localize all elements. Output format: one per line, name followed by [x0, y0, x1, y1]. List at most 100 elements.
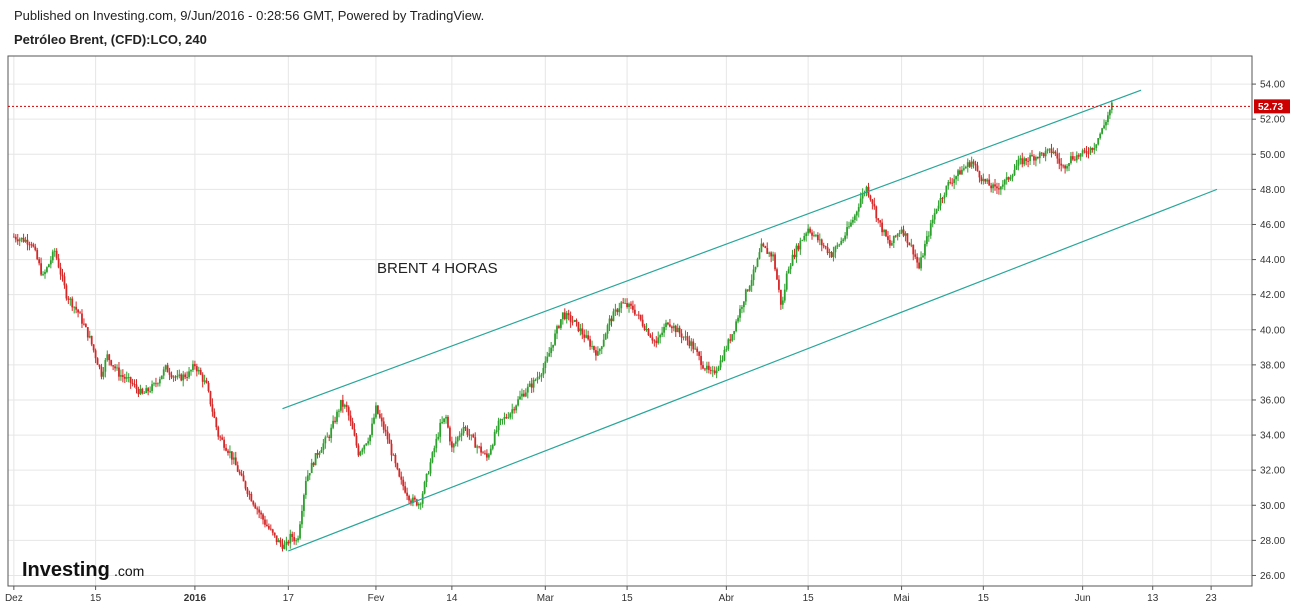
candle-body	[951, 182, 954, 184]
candle-body	[238, 471, 241, 474]
candle-body	[454, 441, 457, 444]
candle-body	[314, 453, 317, 466]
candle-body	[244, 481, 247, 489]
candle-body	[277, 540, 280, 543]
candle-body	[250, 493, 253, 502]
candle-body	[565, 313, 568, 320]
time-axis: Dez 15 2016 17 Fev 14 Mar 15 Abr 15 Mai 15 Jun 13 23	[5, 586, 1217, 604]
candles	[12, 100, 1113, 552]
candle-body	[772, 254, 774, 257]
candle-body	[57, 258, 60, 268]
candle-body	[933, 213, 936, 220]
candle-body	[334, 420, 336, 422]
candle-body	[550, 347, 553, 354]
candle-body	[291, 533, 294, 537]
candle-body	[365, 443, 368, 446]
candle-body	[65, 285, 68, 299]
candle-body	[982, 178, 985, 182]
candle-body	[215, 417, 218, 428]
candle-body	[51, 251, 54, 261]
candle-body	[351, 421, 354, 430]
candle-body	[369, 434, 372, 442]
y-tick-label: 34.00	[1260, 431, 1285, 442]
candle-body	[587, 335, 590, 340]
candle-body	[900, 229, 903, 233]
candle-body	[229, 451, 231, 453]
candle-body	[279, 540, 282, 544]
channel-line-lower	[288, 188, 1218, 552]
candle-body	[408, 495, 410, 501]
candle-body	[702, 365, 704, 369]
candle-body	[410, 500, 412, 504]
candle-body	[902, 229, 905, 236]
x-tick-label: Fev	[368, 593, 385, 604]
x-tick-label: Mai	[894, 593, 910, 604]
trend-channel[interactable]	[282, 89, 1218, 552]
y-tick-label: 38.00	[1260, 360, 1285, 371]
candle-body	[283, 545, 286, 549]
candle-body	[121, 375, 124, 377]
candle-body	[754, 266, 757, 270]
candle-body	[1107, 115, 1109, 122]
candle-body	[1007, 177, 1010, 180]
candle-body	[143, 393, 146, 394]
candle-body	[713, 370, 716, 374]
candle-body	[94, 350, 97, 359]
candle-body	[398, 468, 401, 477]
candle-body	[151, 384, 153, 391]
candle-body	[579, 328, 582, 332]
candle-body	[859, 198, 862, 208]
candle-body	[125, 377, 128, 379]
candle-body	[961, 169, 963, 175]
x-tick-label: 23	[1206, 593, 1218, 604]
candle-body	[1015, 165, 1018, 170]
candle-body	[357, 445, 360, 456]
candle-body	[445, 416, 447, 419]
candle-body	[264, 519, 266, 525]
candle-body	[567, 313, 570, 316]
candle-body	[449, 427, 451, 442]
candle-body	[67, 298, 70, 300]
candle-body	[994, 184, 996, 187]
candle-body	[507, 417, 510, 419]
candle-body	[486, 453, 488, 458]
candle-body	[717, 367, 720, 371]
investing-logo: Investing .com	[22, 559, 144, 581]
candle-body	[225, 447, 227, 451]
x-tick-label: Mar	[537, 593, 555, 604]
candle-body	[266, 524, 268, 527]
candle-body	[69, 298, 72, 300]
candle-body	[914, 254, 917, 257]
candle-body	[1035, 157, 1037, 161]
candle-body	[197, 369, 200, 372]
candle-body	[456, 437, 459, 442]
candle-body	[1079, 153, 1082, 157]
candle-body	[193, 364, 196, 367]
candle-body	[223, 439, 225, 448]
candle-body	[423, 482, 426, 494]
candle-body	[750, 280, 753, 287]
candle-body	[84, 324, 87, 328]
candle-body	[534, 379, 537, 381]
candle-body	[949, 182, 952, 183]
candle-body	[707, 365, 710, 370]
candle-body	[768, 252, 771, 254]
candle-body	[1052, 151, 1055, 154]
candle-body	[188, 371, 190, 378]
candle-body	[799, 240, 802, 250]
candle-body	[174, 376, 177, 378]
candle-body	[176, 375, 179, 378]
candle-body	[731, 334, 734, 341]
candle-body	[318, 452, 321, 455]
x-tick-label: 15	[978, 593, 990, 604]
candle-body	[920, 257, 922, 269]
candle-body	[1042, 153, 1045, 157]
candle-body	[145, 388, 148, 394]
candle-body	[378, 413, 381, 418]
candle-body	[16, 239, 19, 242]
candle-body	[694, 348, 697, 350]
candle-body	[530, 383, 533, 388]
candle-body	[22, 237, 25, 242]
candle-body	[976, 165, 979, 172]
